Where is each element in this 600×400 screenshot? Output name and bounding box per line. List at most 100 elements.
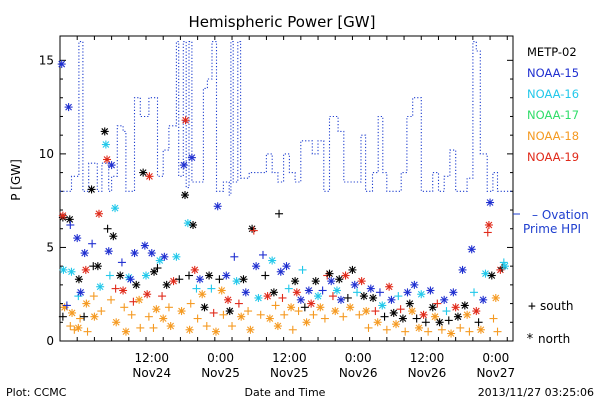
north-point <box>487 271 496 280</box>
north-point <box>166 322 175 331</box>
south-point <box>80 312 89 321</box>
north-point <box>417 290 426 299</box>
south-point <box>158 292 167 301</box>
south-point <box>192 284 201 293</box>
south-point <box>444 316 453 325</box>
north-point <box>181 191 190 200</box>
north-point <box>472 307 481 316</box>
south-point <box>394 292 403 301</box>
south-point <box>280 310 289 319</box>
south-point <box>234 299 243 308</box>
north-point <box>426 286 435 295</box>
south-point <box>421 318 430 327</box>
north-point <box>90 312 99 321</box>
x-tick-date: Nov27 <box>476 366 515 380</box>
south-point <box>470 288 479 297</box>
north-point <box>496 265 505 274</box>
south-point <box>382 325 391 334</box>
north-point <box>190 265 199 274</box>
south-point <box>380 312 389 321</box>
north-point <box>222 271 231 280</box>
south-point <box>284 284 293 293</box>
south-symbol: + <box>528 299 536 314</box>
north-point <box>357 277 366 286</box>
south-point <box>364 323 373 332</box>
north-label: north <box>538 332 570 346</box>
north-point <box>389 308 398 317</box>
north-point <box>68 308 77 317</box>
x-axis-label: Date and Time <box>245 386 326 399</box>
south-point <box>261 271 270 280</box>
north-point <box>463 310 472 319</box>
y-axis-label: P [GW] <box>9 159 23 201</box>
north-point <box>87 185 96 194</box>
north-point <box>74 275 83 284</box>
north-point <box>248 224 257 233</box>
north-point <box>481 269 490 278</box>
north-point <box>224 295 233 304</box>
x-tick-time: 12:00 <box>272 351 307 365</box>
north-point <box>73 234 82 243</box>
south-point <box>244 307 253 316</box>
ovation-line <box>60 41 513 196</box>
footer-plot-credit: Plot: CCMC <box>6 386 67 399</box>
north-point <box>276 267 285 276</box>
north-point <box>119 286 128 295</box>
north-point <box>292 288 301 297</box>
south-point <box>318 286 327 295</box>
x-tick-date: Nov25 <box>270 366 309 380</box>
south-point <box>300 303 309 312</box>
south-point <box>256 310 265 319</box>
y-tick-label: 0 <box>46 334 54 348</box>
north-point <box>139 168 148 177</box>
north-point <box>268 256 277 265</box>
north-point <box>172 252 181 261</box>
x-tick-time: 12:00 <box>410 351 445 365</box>
north-point <box>467 245 476 254</box>
north-point <box>453 312 462 321</box>
north-point <box>107 161 116 170</box>
legend-item: METP-02 <box>527 45 577 59</box>
north-point <box>76 288 85 297</box>
north-point <box>155 256 164 265</box>
north-point <box>67 267 76 276</box>
north-point <box>265 314 274 323</box>
north-point <box>81 265 90 274</box>
north-point <box>100 127 109 136</box>
legend-item: NOAA-17 <box>527 108 579 122</box>
north-point <box>232 277 241 286</box>
south-point <box>433 299 442 308</box>
north-point <box>302 318 311 327</box>
north-point <box>195 275 204 284</box>
south-point <box>185 271 194 280</box>
north-point <box>179 161 188 170</box>
north-point <box>64 103 73 112</box>
x-axis: 12:00Nov240:00Nov2512:00Nov250:00Nov2612… <box>59 36 515 380</box>
north-point <box>200 303 209 312</box>
south-point <box>149 323 158 332</box>
south-point <box>424 327 433 336</box>
south-point <box>127 310 136 319</box>
south-point <box>193 314 202 323</box>
chart-title: Hemispheric Power [GW] <box>189 13 376 31</box>
south-point <box>489 314 498 323</box>
north-point <box>447 329 456 338</box>
south-point <box>105 271 114 280</box>
south-point <box>437 325 446 334</box>
south-point <box>483 228 492 237</box>
x-tick-time: 0:00 <box>482 351 509 365</box>
south-point <box>107 295 116 304</box>
north-point <box>109 232 118 241</box>
north-point <box>225 307 234 316</box>
north-point <box>254 293 263 302</box>
north-point <box>287 303 296 312</box>
north-point <box>135 295 144 304</box>
x-tick-time: 12:00 <box>134 351 169 365</box>
south-point <box>202 322 211 331</box>
north-point <box>82 299 91 308</box>
north-point <box>431 312 440 321</box>
north-point <box>398 314 407 323</box>
north-point <box>239 275 248 284</box>
south-point <box>412 314 421 323</box>
